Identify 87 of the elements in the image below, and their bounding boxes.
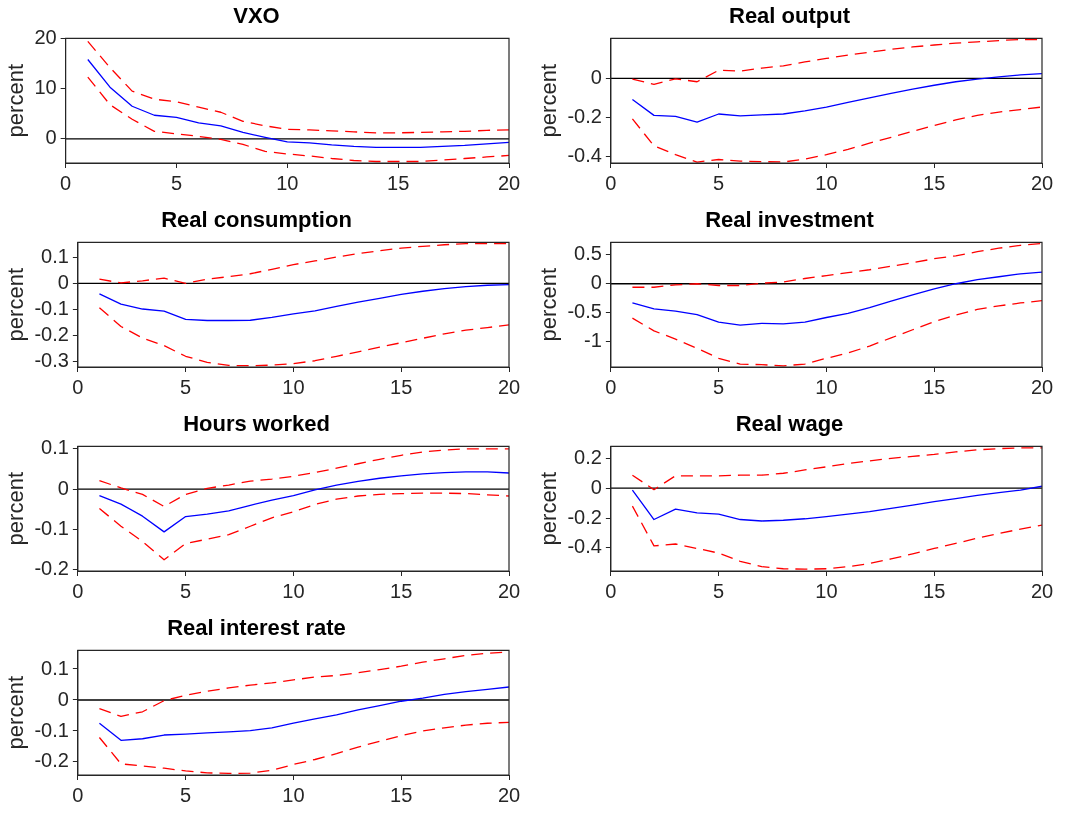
x-tick-label: 0 bbox=[72, 375, 84, 398]
y-tick-label: -0.1 bbox=[34, 516, 69, 539]
y-tick-label: -0.5 bbox=[567, 300, 602, 323]
x-tick-label: 20 bbox=[497, 579, 521, 602]
x-tick-label: 10 bbox=[815, 171, 838, 194]
y-tick-label: 0.2 bbox=[574, 445, 602, 468]
y-tick-label: 0 bbox=[57, 270, 69, 293]
x-tick-label: 5 bbox=[180, 579, 192, 602]
chart-title: Real investment bbox=[705, 207, 875, 233]
line-series bbox=[631, 505, 1042, 570]
x-tick-label: 0 bbox=[72, 783, 84, 806]
y-tick-label: -0.1 bbox=[34, 297, 69, 320]
y-tick-label: 20 bbox=[34, 25, 57, 48]
x-tick-label: 15 bbox=[923, 171, 946, 194]
chart-title: Real output bbox=[729, 3, 851, 29]
y-tick-label: 0.5 bbox=[574, 242, 602, 265]
chart-title: Real consumption bbox=[161, 207, 352, 233]
y-tick-label: 10 bbox=[34, 76, 57, 99]
y-tick-label: -1 bbox=[584, 329, 602, 352]
y-tick-label: -0.3 bbox=[34, 349, 69, 372]
x-tick-label: 15 bbox=[923, 375, 946, 398]
y-tick-label: 0 bbox=[590, 65, 602, 88]
chart-title: VXO bbox=[233, 3, 280, 29]
y-tick-label: 0.1 bbox=[41, 656, 69, 679]
x-tick-label: 15 bbox=[923, 579, 946, 602]
line-series bbox=[98, 492, 509, 561]
y-tick-label: -0.1 bbox=[34, 718, 69, 741]
y-tick-label: -0.2 bbox=[34, 749, 69, 772]
line-series bbox=[98, 307, 509, 367]
y-axis-title: percent bbox=[3, 268, 29, 342]
y-axis-title: percent bbox=[536, 268, 562, 342]
x-tick-label: 5 bbox=[713, 579, 725, 602]
x-tick-label: 5 bbox=[180, 375, 192, 398]
y-axis-title: percent bbox=[536, 64, 562, 138]
x-tick-label: 5 bbox=[180, 783, 192, 806]
y-tick-label: 0 bbox=[590, 271, 602, 294]
x-tick-label: 0 bbox=[72, 579, 84, 602]
x-tick-label: 15 bbox=[390, 579, 413, 602]
y-axis-title: percent bbox=[3, 472, 29, 546]
y-axis-title: percent bbox=[3, 676, 29, 750]
line-series bbox=[631, 106, 1042, 163]
x-tick-label: 5 bbox=[713, 375, 725, 398]
x-tick-label: 10 bbox=[276, 171, 299, 194]
x-tick-label: 10 bbox=[282, 783, 305, 806]
line-series bbox=[87, 40, 509, 134]
x-tick-label: 10 bbox=[815, 579, 838, 602]
x-tick-label: 20 bbox=[1030, 579, 1054, 602]
y-tick-label: -0.2 bbox=[567, 505, 602, 528]
x-tick-label: 20 bbox=[497, 375, 521, 398]
line-series bbox=[87, 76, 509, 163]
line-series bbox=[631, 299, 1042, 367]
y-tick-label: 0 bbox=[57, 476, 69, 499]
y-axis-title: percent bbox=[536, 472, 562, 546]
y-tick-label: 0.1 bbox=[41, 436, 69, 459]
chart-title: Hours worked bbox=[183, 411, 330, 437]
line-series bbox=[98, 243, 509, 285]
x-tick-label: 10 bbox=[282, 375, 305, 398]
y-tick-label: -0.2 bbox=[567, 104, 602, 127]
line-series bbox=[631, 242, 1042, 288]
y-tick-label: -0.4 bbox=[567, 143, 602, 166]
line-series bbox=[98, 448, 509, 508]
y-tick-label: 0 bbox=[45, 126, 57, 149]
x-tick-label: 5 bbox=[170, 171, 183, 194]
x-tick-label: 10 bbox=[282, 579, 305, 602]
chart-title: Real wage bbox=[735, 411, 844, 437]
y-tick-label: -0.2 bbox=[34, 557, 69, 580]
line-series bbox=[98, 721, 509, 775]
x-tick-label: 10 bbox=[815, 375, 838, 398]
y-axis-title: percent bbox=[3, 64, 29, 138]
x-tick-label: 20 bbox=[1030, 375, 1054, 398]
y-tick-label: 0 bbox=[57, 687, 69, 710]
x-tick-label: 0 bbox=[605, 171, 617, 194]
x-tick-label: 0 bbox=[605, 579, 617, 602]
chart-title: Real interest rate bbox=[167, 615, 346, 641]
line-series bbox=[631, 447, 1042, 491]
x-tick-label: 5 bbox=[713, 171, 725, 194]
x-tick-label: 15 bbox=[387, 171, 410, 194]
y-tick-label: 0 bbox=[590, 475, 602, 498]
y-tick-label: 0.1 bbox=[41, 244, 69, 267]
x-tick-label: 0 bbox=[605, 375, 617, 398]
x-tick-label: 20 bbox=[497, 171, 521, 194]
y-tick-label: -0.4 bbox=[567, 535, 602, 558]
x-tick-label: 20 bbox=[1030, 171, 1054, 194]
y-tick-label: -0.2 bbox=[34, 323, 69, 346]
x-tick-label: 20 bbox=[497, 783, 521, 806]
x-tick-label: 15 bbox=[390, 783, 413, 806]
x-tick-label: 15 bbox=[390, 375, 413, 398]
